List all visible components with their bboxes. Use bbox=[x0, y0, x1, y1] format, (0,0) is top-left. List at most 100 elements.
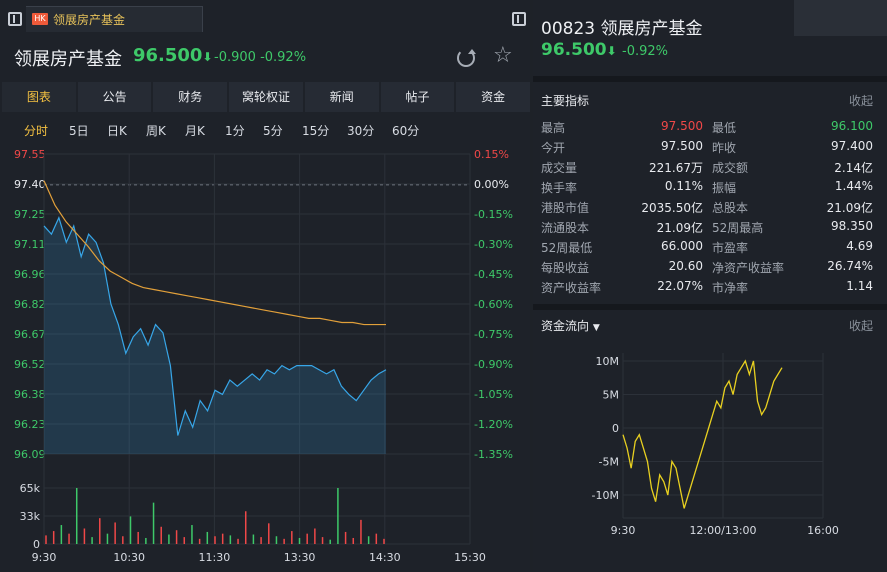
favorite-star-icon[interactable]: ☆ bbox=[493, 43, 513, 68]
period-month[interactable]: 月K bbox=[185, 124, 205, 138]
average-line bbox=[43, 180, 386, 326]
price-change: -0.900 -0.92% bbox=[214, 50, 307, 65]
stock-name: 领展房产基金 bbox=[14, 49, 122, 70]
price-tick-label: 96.09 bbox=[14, 448, 46, 461]
capital-flow-chart: 10M 5M 0 -5M -10M 9:30 12:00/13:00 16:00 bbox=[592, 353, 839, 537]
pct-tick-label: -0.30% bbox=[474, 238, 513, 251]
down-arrow-icon: ⬇ bbox=[202, 50, 213, 64]
metric-value: 26.74% bbox=[827, 259, 873, 273]
metric-value: 2035.50亿 bbox=[641, 201, 703, 215]
metric-label: 成交量 bbox=[541, 161, 578, 175]
period-60min[interactable]: 60分 bbox=[392, 124, 420, 138]
stock-tab[interactable]: HK 领展房产基金 bbox=[26, 6, 203, 32]
pct-tick-label: -0.45% bbox=[474, 268, 513, 281]
period-week[interactable]: 周K bbox=[146, 124, 166, 138]
price-tick-label: 97.11 bbox=[14, 238, 46, 251]
pct-tick-label: 0.15% bbox=[474, 148, 509, 161]
metric-label: 最高 bbox=[541, 121, 566, 135]
price-tick-label: 96.23 bbox=[14, 418, 46, 431]
quote-header: 领展房产基金 96.500⬇ -0.900 -0.92% ☆ bbox=[0, 42, 530, 76]
hk-badge: HK bbox=[32, 13, 48, 25]
nav-news[interactable]: 新闻 bbox=[304, 82, 379, 112]
period-5d[interactable]: 5日 bbox=[69, 124, 89, 138]
metric-label: 总股本 bbox=[712, 201, 749, 215]
info-price: 96.500⬇ bbox=[541, 40, 617, 60]
intraday-chart[interactable]: 97.55 0.15% 97.40 0.00% 97.25 -0.15% 97.11 -0.3… bbox=[0, 140, 530, 572]
metric-label: 成交额 bbox=[712, 161, 749, 175]
quote-panel: HK 领展房产基金 领展房产基金 96.500⬇ -0.900 -0.92% ☆… bbox=[0, 6, 531, 572]
period-intraday[interactable]: 分时 bbox=[24, 124, 49, 138]
metric-value: 20.60 bbox=[668, 259, 703, 273]
period-day[interactable]: 日K bbox=[107, 124, 127, 138]
time-tick-label: 15:30 bbox=[454, 551, 486, 564]
tab-bar: HK 领展房产基金 bbox=[0, 6, 530, 32]
flow-y-tick: -10M bbox=[592, 489, 619, 502]
flow-title[interactable]: 资金流向 ▼ bbox=[541, 319, 600, 333]
metric-value: 2.14亿 bbox=[834, 161, 873, 175]
indicators-collapse[interactable]: 收起 bbox=[848, 94, 873, 108]
metric-value: 97.500 bbox=[661, 119, 703, 133]
metric-value: 97.400 bbox=[831, 139, 873, 153]
metric-value: 0.11% bbox=[664, 179, 703, 193]
nav-warrants[interactable]: 窝轮权证 bbox=[229, 82, 303, 112]
period-1min[interactable]: 1分 bbox=[225, 124, 245, 138]
pct-tick-label: -0.90% bbox=[474, 358, 513, 371]
indicators-title: 主要指标 bbox=[541, 94, 590, 108]
flow-collapse[interactable]: 收起 bbox=[848, 319, 873, 333]
period-selector: 分时 5日 日K 周K 月K 1分 5分 15分 30分 60分 bbox=[0, 120, 530, 142]
metric-value: 1.14 bbox=[846, 279, 873, 293]
price-tick-label: 96.82 bbox=[14, 298, 46, 311]
metric-value: 22.07% bbox=[657, 279, 703, 293]
period-30min[interactable]: 30分 bbox=[347, 124, 375, 138]
period-5min[interactable]: 5分 bbox=[263, 124, 283, 138]
nav-chart[interactable]: 图表 bbox=[2, 82, 76, 112]
metric-label: 资产收益率 bbox=[541, 281, 602, 295]
pct-tick-label: -1.35% bbox=[474, 448, 513, 461]
metric-label: 52周最低 bbox=[541, 241, 593, 255]
metric-label: 流通股本 bbox=[541, 221, 590, 235]
price-tick-label: 97.40 bbox=[14, 178, 46, 191]
divider bbox=[533, 76, 887, 82]
top-right-box bbox=[794, 0, 887, 36]
metric-label: 每股收益 bbox=[541, 261, 590, 275]
metric-label: 振幅 bbox=[712, 181, 737, 195]
time-tick-label: 14:30 bbox=[369, 551, 401, 564]
divider bbox=[533, 304, 887, 310]
metric-label: 市盈率 bbox=[712, 241, 749, 255]
metric-value: 98.350 bbox=[831, 219, 873, 233]
pct-tick-label: 0.00% bbox=[474, 178, 509, 191]
metric-label: 净资产收益率 bbox=[712, 261, 785, 275]
price-tick-label: 97.55 bbox=[14, 148, 46, 161]
price-tick-label: 97.25 bbox=[14, 208, 46, 221]
left-panel-toggle-icon[interactable] bbox=[8, 12, 22, 26]
nav-announcements[interactable]: 公告 bbox=[77, 82, 152, 112]
pct-tick-label: -0.60% bbox=[474, 298, 513, 311]
price-area bbox=[44, 217, 386, 454]
volume-tick-label: 65k bbox=[20, 482, 41, 495]
flow-y-tick: -5M bbox=[599, 456, 619, 469]
price-tick-label: 96.38 bbox=[14, 388, 46, 401]
metric-value: 1.44% bbox=[834, 179, 873, 193]
period-15min[interactable]: 15分 bbox=[302, 124, 330, 138]
refresh-icon[interactable] bbox=[457, 49, 476, 67]
nav-funds[interactable]: 资金 bbox=[456, 82, 531, 112]
flow-y-tick: 5M bbox=[603, 389, 620, 402]
price-tick-label: 96.67 bbox=[14, 328, 46, 341]
nav-financials[interactable]: 财务 bbox=[153, 82, 228, 112]
pct-tick-label: -0.15% bbox=[474, 208, 513, 221]
nav-posts[interactable]: 帖子 bbox=[380, 82, 455, 112]
caret-down-icon: ▼ bbox=[592, 323, 600, 333]
metric-label: 52周最高 bbox=[712, 221, 764, 235]
pct-tick-label: -0.75% bbox=[474, 328, 513, 341]
price-tick-label: 96.52 bbox=[14, 358, 46, 371]
right-panel-toggle-icon[interactable] bbox=[512, 12, 526, 26]
price-line bbox=[43, 215, 387, 436]
flow-y-tick: 0 bbox=[612, 422, 619, 435]
time-tick-label: 11:30 bbox=[199, 551, 231, 564]
pct-tick-label: -1.05% bbox=[474, 388, 513, 401]
time-tick-label: 13:30 bbox=[284, 551, 316, 564]
metric-value: 21.09亿 bbox=[656, 221, 703, 235]
section-nav: 图表 公告 财务 窝轮权证 新闻 帖子 资金 bbox=[0, 82, 531, 112]
metric-value: 4.69 bbox=[846, 239, 873, 253]
current-price: 96.500⬇ bbox=[133, 45, 213, 66]
